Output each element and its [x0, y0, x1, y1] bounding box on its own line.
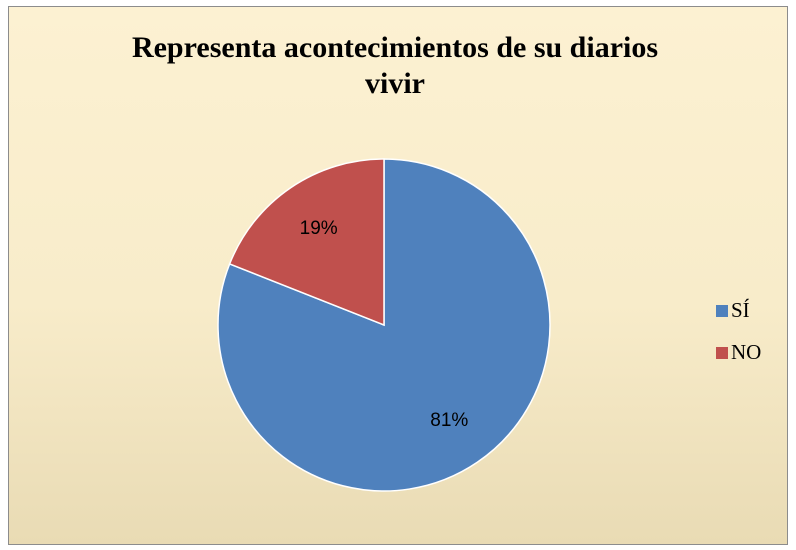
data-label: 19% [300, 218, 338, 239]
pie-slice [217, 158, 551, 492]
data-label: 81% [430, 410, 468, 431]
legend-swatch [716, 305, 728, 317]
legend-label: SÍ [731, 298, 750, 322]
legend-label: NO [731, 340, 761, 364]
chart-title: Representa acontecimientos de su diarios… [131, 31, 659, 100]
legend-swatch [716, 347, 728, 359]
pie-slice [228, 158, 385, 327]
